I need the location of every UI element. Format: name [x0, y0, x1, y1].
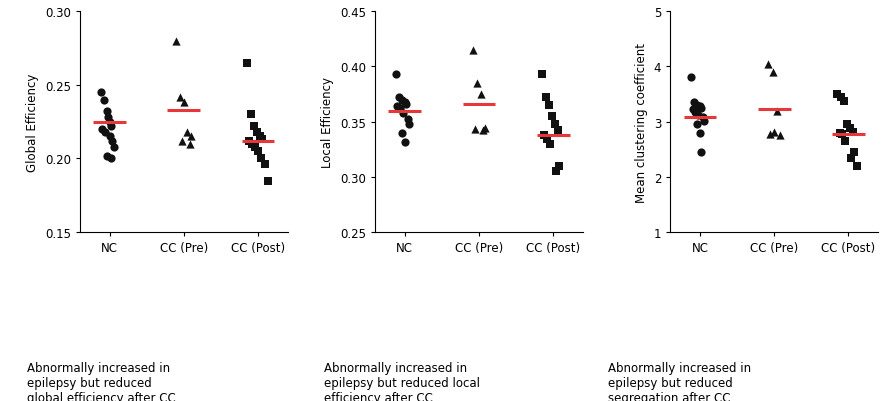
Point — [542, 141, 556, 148]
Point — [245, 141, 259, 148]
Point — [842, 126, 856, 132]
Point — [253, 134, 267, 140]
Point — [253, 156, 268, 162]
Point — [690, 113, 704, 119]
Point — [396, 110, 410, 117]
Text: Abnormally increased in
epilepsy but reduced
global efficiency after CC
(calloso: Abnormally increased in epilepsy but red… — [27, 361, 175, 401]
Point — [551, 163, 565, 170]
Point — [686, 100, 700, 106]
Point — [547, 121, 561, 128]
Point — [692, 130, 706, 137]
Text: Abnormally increased in
epilepsy but reduced
segregation after CC: Abnormally increased in epilepsy but red… — [607, 361, 750, 401]
Point — [850, 163, 864, 170]
Point — [242, 138, 256, 145]
Point — [845, 129, 859, 136]
Point — [397, 139, 411, 145]
Point — [104, 124, 118, 130]
Point — [176, 100, 190, 106]
Point — [763, 131, 777, 138]
Point — [846, 150, 860, 156]
Y-axis label: Global Efficiency: Global Efficiency — [27, 73, 39, 171]
Point — [394, 97, 408, 103]
Point — [183, 141, 197, 148]
Point — [540, 137, 554, 143]
Point — [478, 126, 492, 132]
Point — [541, 103, 556, 109]
Point — [258, 162, 272, 168]
Y-axis label: Local Efficiency: Local Efficiency — [321, 77, 334, 168]
Point — [685, 107, 699, 113]
Point — [694, 105, 708, 112]
Point — [475, 128, 489, 134]
Point — [548, 169, 563, 175]
Y-axis label: Mean clustering coefficient: Mean clustering coefficient — [634, 43, 648, 202]
Point — [239, 60, 253, 67]
Point — [175, 138, 190, 145]
Point — [544, 113, 558, 120]
Point — [689, 122, 703, 128]
Point — [390, 103, 404, 110]
Point — [394, 130, 408, 137]
Point — [184, 134, 198, 140]
Point — [769, 108, 783, 115]
Point — [695, 115, 709, 121]
Point — [251, 148, 265, 155]
Point — [99, 153, 113, 159]
Point — [261, 178, 276, 184]
Point — [388, 72, 402, 78]
Text: Abnormally increased in
epilepsy but reduced local
efficiency after CC: Abnormally increased in epilepsy but red… — [323, 361, 479, 401]
Point — [173, 94, 187, 101]
Point — [107, 144, 121, 150]
Point — [688, 109, 702, 115]
Point — [401, 121, 416, 128]
Point — [829, 91, 843, 98]
Point — [835, 98, 850, 105]
Point — [399, 101, 413, 108]
Point — [97, 97, 111, 103]
Point — [837, 138, 851, 145]
Point — [689, 103, 703, 109]
Point — [169, 38, 183, 45]
Point — [101, 115, 115, 121]
Point — [537, 132, 551, 139]
Point — [180, 130, 194, 136]
Point — [249, 130, 263, 136]
Point — [760, 61, 774, 68]
Point — [104, 156, 118, 162]
Point — [773, 133, 787, 139]
Point — [696, 118, 711, 124]
Point — [692, 103, 706, 110]
Point — [765, 69, 779, 76]
Point — [831, 130, 845, 137]
Point — [397, 99, 411, 105]
Point — [470, 81, 484, 87]
Point — [465, 47, 479, 54]
Point — [95, 126, 109, 133]
Point — [683, 75, 697, 81]
Point — [835, 131, 849, 138]
Point — [843, 155, 858, 161]
Point — [93, 90, 107, 96]
Point — [400, 117, 415, 124]
Point — [550, 128, 564, 134]
Point — [102, 134, 116, 140]
Point — [392, 95, 406, 101]
Point — [105, 138, 120, 145]
Point — [468, 127, 482, 133]
Point — [244, 112, 258, 118]
Point — [248, 144, 262, 150]
Point — [97, 130, 112, 136]
Point — [833, 94, 847, 101]
Point — [392, 106, 407, 112]
Point — [766, 129, 781, 136]
Point — [99, 109, 113, 115]
Point — [102, 119, 116, 126]
Point — [255, 137, 269, 143]
Point — [538, 95, 552, 101]
Point — [839, 122, 853, 128]
Point — [694, 150, 708, 156]
Point — [246, 124, 260, 130]
Point — [534, 72, 548, 78]
Point — [474, 91, 488, 98]
